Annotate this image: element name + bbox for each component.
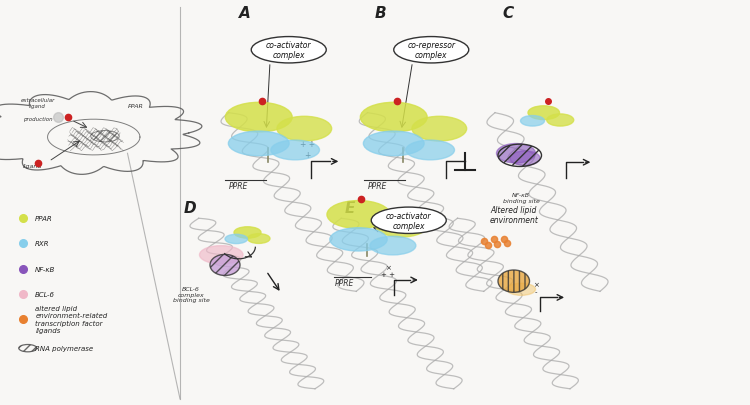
- Text: E: E: [345, 200, 355, 215]
- Text: C: C: [503, 6, 514, 21]
- Ellipse shape: [330, 228, 387, 252]
- Text: PPRE: PPRE: [335, 279, 355, 288]
- Ellipse shape: [406, 141, 454, 160]
- Ellipse shape: [520, 116, 544, 127]
- Text: PPAR: PPAR: [128, 103, 143, 108]
- Ellipse shape: [507, 284, 536, 296]
- Ellipse shape: [412, 117, 466, 142]
- Text: altered lipid
environment-related
transcription factor
ligands: altered lipid environment-related transc…: [35, 305, 107, 333]
- Ellipse shape: [210, 255, 240, 276]
- Ellipse shape: [394, 38, 469, 64]
- Text: BCL-6
complex
binding site: BCL-6 complex binding site: [172, 286, 210, 303]
- Ellipse shape: [371, 207, 446, 234]
- Text: co-repressor
complex: co-repressor complex: [407, 41, 455, 60]
- Ellipse shape: [234, 227, 261, 239]
- Ellipse shape: [225, 103, 292, 132]
- Ellipse shape: [510, 151, 540, 166]
- Ellipse shape: [327, 201, 390, 229]
- Ellipse shape: [376, 214, 427, 237]
- Text: co-activator
complex: co-activator complex: [266, 41, 311, 60]
- Ellipse shape: [228, 132, 290, 156]
- Text: NF-κB
binding site: NF-κB binding site: [503, 193, 540, 203]
- Text: extracellular
ligand: extracellular ligand: [20, 98, 55, 109]
- Ellipse shape: [248, 234, 270, 244]
- Ellipse shape: [251, 38, 326, 64]
- Text: production: production: [22, 117, 53, 121]
- Text: PPRE: PPRE: [368, 181, 387, 190]
- Text: ×
-: × -: [533, 281, 539, 294]
- Ellipse shape: [498, 271, 530, 292]
- Text: PPAR: PPAR: [35, 216, 53, 222]
- Text: PPRE: PPRE: [229, 181, 248, 190]
- Text: A: A: [238, 6, 250, 21]
- Ellipse shape: [528, 107, 560, 120]
- Ellipse shape: [200, 246, 243, 264]
- Text: BCL-6: BCL-6: [35, 291, 56, 297]
- Text: + +
+: + + +: [300, 140, 315, 159]
- Ellipse shape: [277, 117, 332, 142]
- Ellipse shape: [360, 103, 428, 132]
- Text: RNA polymerase: RNA polymerase: [35, 345, 93, 351]
- Text: Altered lipid
environment: Altered lipid environment: [489, 205, 538, 225]
- Text: D: D: [184, 200, 196, 215]
- Ellipse shape: [496, 144, 536, 164]
- Ellipse shape: [271, 141, 320, 160]
- Text: ×
+ +: × + +: [381, 264, 394, 277]
- Text: ligand: ligand: [22, 164, 42, 169]
- Text: NF-κB: NF-κB: [35, 266, 56, 272]
- Text: co-activator
complex: co-activator complex: [386, 211, 431, 230]
- Ellipse shape: [547, 115, 574, 127]
- Ellipse shape: [225, 234, 248, 244]
- Text: RXR: RXR: [35, 241, 50, 247]
- Ellipse shape: [370, 237, 416, 255]
- Text: B: B: [375, 6, 387, 21]
- Ellipse shape: [363, 132, 424, 156]
